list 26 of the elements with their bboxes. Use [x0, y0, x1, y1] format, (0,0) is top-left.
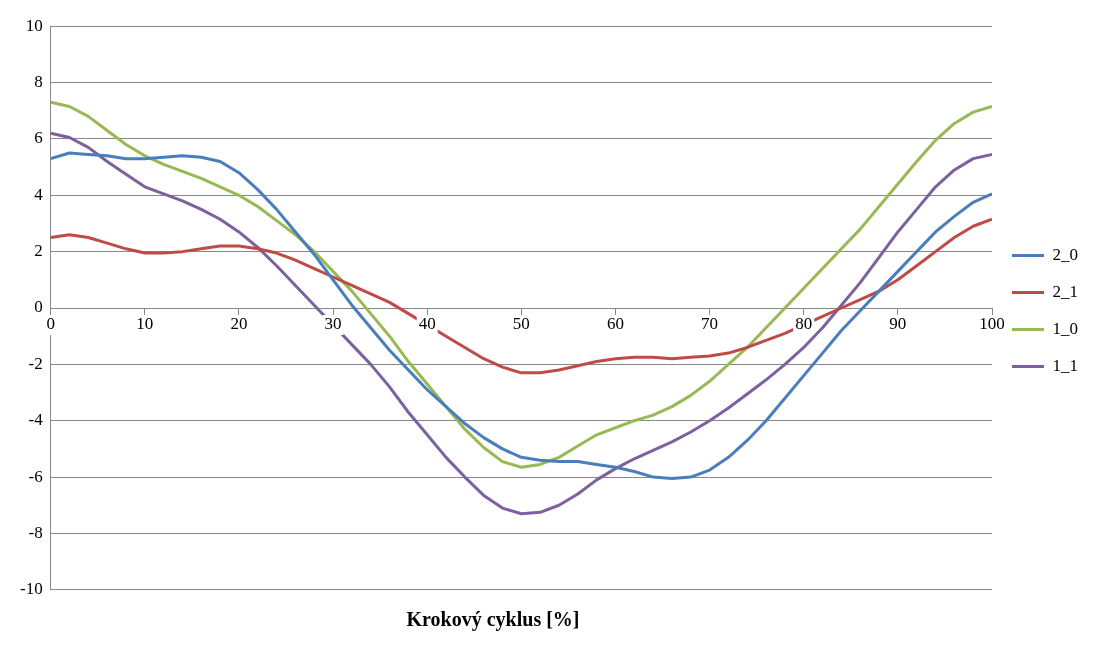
y-tick-label: -10: [19, 579, 43, 599]
x-axis-title: Krokový cyklus [%]: [405, 608, 581, 631]
legend-label: 2_1: [1052, 281, 1078, 301]
y-tick-label: -6: [28, 466, 43, 486]
y-tick-label: 2: [34, 241, 43, 261]
x-tick-label: 30: [324, 313, 342, 333]
y-tick-label: 4: [34, 184, 44, 204]
legend-label: 2_0: [1052, 244, 1078, 264]
x-tick-label: 50: [512, 313, 530, 333]
y-tick-label: 6: [34, 128, 43, 148]
y-tick-label: 0: [34, 297, 43, 317]
legend-label: 1_1: [1052, 355, 1078, 375]
x-tick-label: 20: [230, 313, 248, 333]
x-tick-label: 80: [795, 313, 813, 333]
x-tick-label: 40: [418, 313, 436, 333]
x-tick-label: 90: [889, 313, 907, 333]
x-tick-label: 100: [979, 313, 1005, 333]
x-tick-label: 60: [606, 313, 624, 333]
y-tick-label: -2: [28, 353, 43, 373]
x-tick-label: 70: [701, 313, 719, 333]
y-tick-label: 8: [34, 72, 43, 92]
y-tick-label: -8: [28, 522, 43, 542]
y-tick-label: -4: [28, 410, 44, 430]
legend-label: 1_0: [1052, 318, 1078, 338]
x-tick-label: 10: [136, 313, 154, 333]
y-tick-label: 10: [25, 15, 43, 35]
